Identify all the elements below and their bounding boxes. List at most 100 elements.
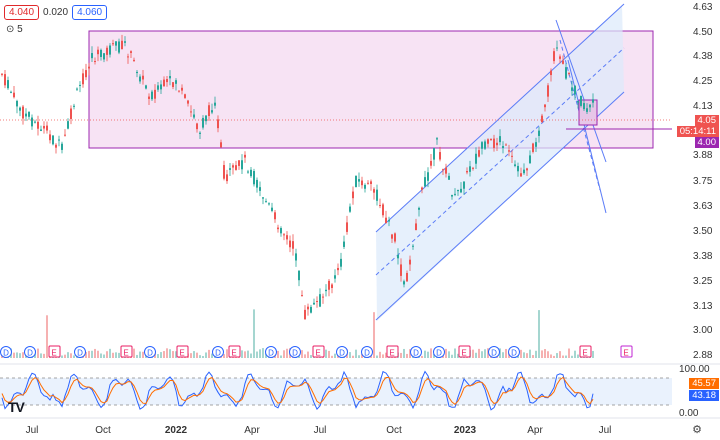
down-channel-lower[interactable] [567,59,607,214]
candle-body [394,233,396,242]
candle-body [133,59,135,61]
candle-body [178,90,180,92]
candle-body [388,220,390,222]
volume-bar [502,352,504,358]
volume-bar [451,354,453,358]
volume-bar [37,348,39,358]
volume-bar [163,351,165,358]
candle-body [142,75,144,80]
volume-bar [538,310,540,358]
candle-body [541,115,543,123]
time-tick: Oct [95,425,111,436]
time-tick: Jul [26,425,39,436]
candle-body [127,56,129,58]
volume-bar [541,350,543,358]
volume-bar [457,353,459,358]
gear-icon[interactable]: ⚙ [692,424,702,436]
earnings-event-icon: E [176,345,189,358]
candle-body [229,168,231,170]
volume-bar [349,352,351,358]
svg-text:D: D [436,349,442,358]
eye-icon[interactable]: ⊙ [6,24,15,35]
volume-bar [406,353,408,358]
volume-bar [544,349,546,358]
volume-bar [283,350,285,358]
candle-body [448,175,450,180]
time-tick: 2022 [165,425,188,436]
svg-text:E: E [389,349,394,358]
candle-body [49,134,51,141]
candle-body [436,138,438,140]
earnings-event-icon: E [48,345,61,358]
candle-body [124,41,126,43]
volume-bar [307,351,309,358]
volume-bar [484,349,486,358]
candle-body [16,100,18,107]
channel-lower[interactable] [375,91,625,321]
candle-body [490,139,492,141]
volume-bar [352,355,354,358]
volume-bar [505,348,507,358]
channel-upper[interactable] [375,3,625,233]
volume-bar [19,353,21,358]
candle-body [439,152,441,160]
bid-button[interactable]: 4.040 [4,5,40,20]
volume-bar [94,348,96,358]
svg-text:D: D [364,349,370,358]
candle-body [454,193,456,195]
candle-body [445,167,447,174]
down-channel-upper[interactable] [555,19,607,163]
volume-bar [553,355,555,358]
volume-bar [499,348,501,358]
candle-body [499,136,501,143]
candle-body [442,169,444,171]
volume-bar [331,355,333,358]
time-tick: Oct [386,425,402,436]
volume-bar [355,349,357,358]
candle-body [373,189,375,193]
candle-body [181,87,183,91]
ask-button[interactable]: 4.060 [72,5,108,20]
volume-bar [199,355,201,358]
earnings-event-icon: E [458,345,471,358]
candle-body [106,47,108,55]
candle-body [349,206,351,212]
volume-bar [475,352,477,358]
tradingview-logo[interactable]: TV [8,399,25,415]
dividend-event-icon: D [433,346,445,358]
volume-bar [253,309,255,358]
candle-body [109,45,111,55]
volume-bar [193,351,195,358]
svg-text:D: D [511,349,517,358]
volume-bar [445,348,447,358]
candle-body [13,92,15,98]
price-tick: 3.75 [693,176,713,187]
stoch-d-tag: 45.57 [689,378,719,389]
dividend-event-icon: D [74,346,86,358]
volume-bar [244,351,246,358]
earnings-event-icon: E [120,345,133,358]
stoch-d-line [1,376,594,405]
candle-body [10,91,12,93]
price-tick: 3.63 [693,201,713,212]
indicator-legend[interactable]: ⊙ 5 [6,24,23,35]
svg-text:D: D [3,349,9,358]
price-tick: 3.25 [693,276,713,287]
candle-body [340,258,342,267]
volume-bar [202,355,204,358]
candle-body [121,40,123,50]
volume-bar [172,351,174,358]
channel-middle[interactable] [375,47,625,276]
volume-bar [73,355,75,358]
candle-body [52,135,54,145]
candle-body [262,197,264,199]
svg-text:E: E [315,349,320,358]
candle-body [319,294,321,307]
candle-body [211,110,213,113]
candle-body [283,234,285,236]
volume-bar [559,351,561,358]
price-tick: 3.13 [693,301,713,312]
volume-bar [424,350,426,358]
volume-bar [133,348,135,358]
